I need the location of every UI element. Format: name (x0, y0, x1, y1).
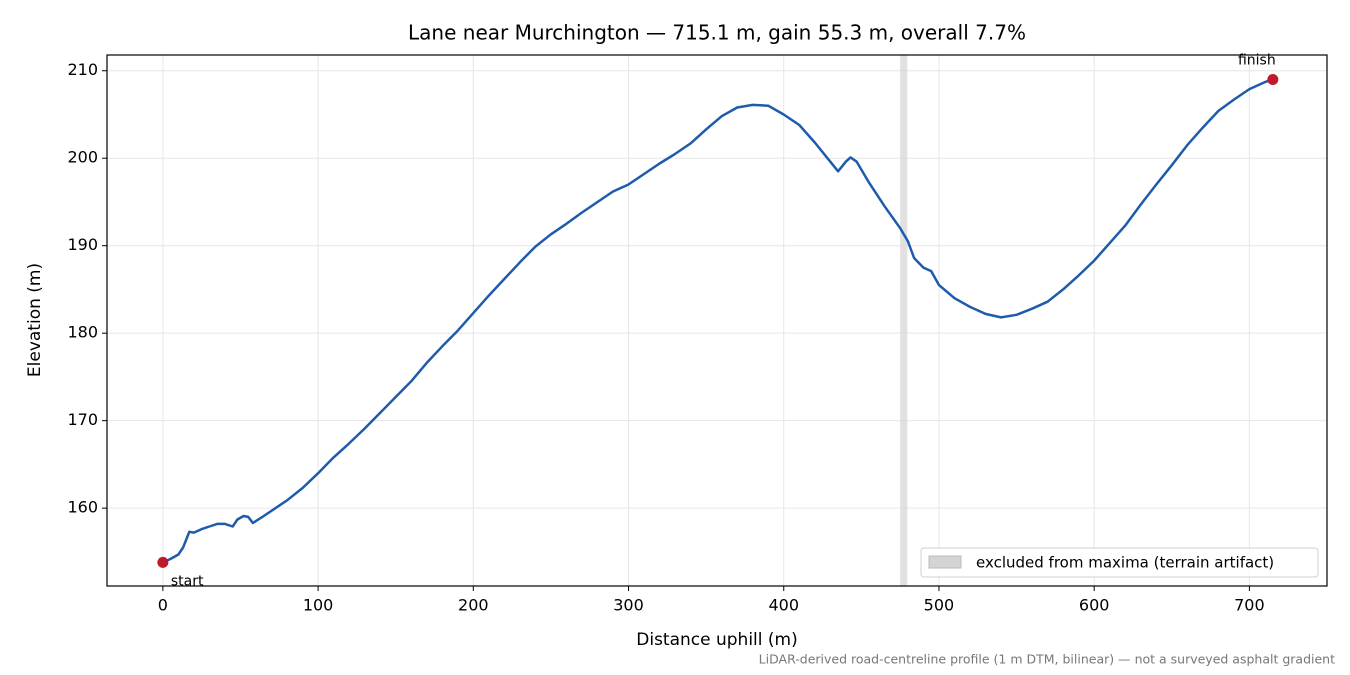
x-tick-label: 0 (158, 596, 168, 615)
point-label: start (171, 573, 204, 589)
plot-frame (106, 54, 1328, 587)
elevation-line (162, 78, 1274, 564)
x-tick-label: 700 (1234, 596, 1265, 615)
legend-box (920, 547, 1319, 578)
y-tick-label: 200 (67, 148, 98, 167)
y-tick-label: 180 (67, 323, 98, 342)
y-tick-label: 170 (67, 410, 98, 429)
y-tick-label: 160 (67, 498, 98, 517)
excluded-span (900, 55, 908, 586)
x-tick-label: 300 (613, 596, 644, 615)
x-tick-label: 500 (924, 596, 955, 615)
legend-label: excluded from maxima (terrain artifact) (976, 554, 1274, 572)
footnote: LiDAR-derived road-centreline profile (1… (759, 652, 1335, 667)
y-tick-label: 190 (67, 235, 98, 254)
legend-swatch (928, 555, 962, 569)
chart-title: Lane near Murchington — 715.1 m, gain 55… (408, 21, 1026, 45)
endpoint-marker (157, 556, 169, 568)
x-tick-label: 400 (768, 596, 799, 615)
point-label: finish (1238, 52, 1276, 68)
x-tick-label: 200 (458, 596, 489, 615)
y-tick-label: 210 (67, 60, 98, 79)
x-tick-label: 600 (1079, 596, 1110, 615)
endpoint-marker (1267, 73, 1279, 85)
x-axis-label: Distance uphill (m) (636, 630, 797, 650)
x-tick-label: 100 (303, 596, 334, 615)
y-axis-label: Elevation (m) (25, 263, 45, 377)
